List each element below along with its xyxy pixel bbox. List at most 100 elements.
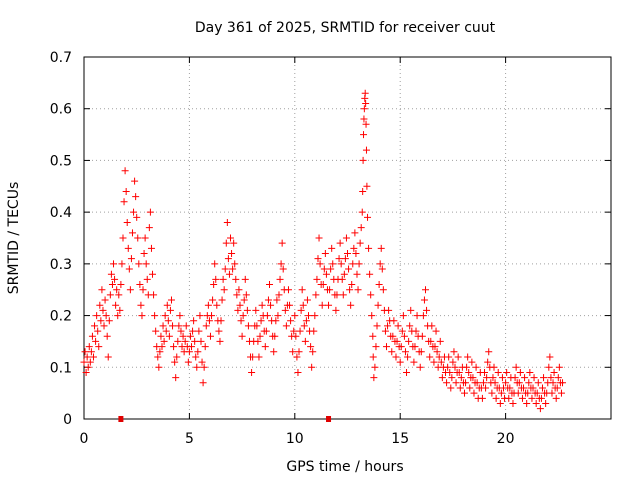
data-point [320, 265, 328, 273]
data-point [549, 379, 557, 387]
data-point [455, 368, 463, 376]
data-point [392, 353, 400, 361]
data-point [200, 363, 208, 371]
data-point [357, 224, 365, 232]
data-point [186, 332, 194, 340]
data-point [481, 368, 489, 376]
grid [84, 57, 611, 419]
data-point [194, 348, 202, 356]
data-point [351, 229, 359, 237]
data-point [262, 327, 270, 335]
data-point [165, 332, 173, 340]
data-point [466, 384, 474, 392]
data-point [227, 234, 235, 242]
data-point [295, 348, 303, 356]
data-point [503, 368, 511, 376]
data-point [240, 296, 248, 304]
data-point [118, 260, 126, 268]
data-point [410, 358, 418, 366]
data-point [84, 363, 92, 371]
data-point [396, 358, 404, 366]
data-point [138, 312, 146, 320]
data-point [484, 358, 492, 366]
data-point [528, 394, 536, 402]
data-point [365, 244, 373, 252]
data-point [182, 322, 190, 330]
data-point [248, 368, 256, 376]
data-point [281, 306, 289, 314]
data-point [287, 317, 295, 325]
y-tick-label: 0.6 [50, 102, 72, 118]
x-tick-label: 0 [80, 431, 89, 447]
data-point [536, 405, 544, 413]
zero-marker [118, 416, 124, 422]
data-point [333, 291, 341, 299]
data-point [443, 379, 451, 387]
data-point [155, 363, 163, 371]
data-point [360, 115, 368, 123]
data-point [512, 363, 520, 371]
data-point [223, 218, 231, 226]
data-point [100, 322, 108, 330]
data-point [170, 343, 178, 351]
data-point [241, 275, 249, 283]
data-point [242, 291, 250, 299]
data-point [329, 260, 337, 268]
y-tick-label: 0.2 [50, 309, 72, 325]
data-point [255, 353, 263, 361]
data-point [502, 379, 510, 387]
data-point [197, 337, 205, 345]
data-point [328, 244, 336, 252]
data-point [101, 296, 109, 304]
data-point [463, 363, 471, 371]
data-point [550, 368, 558, 376]
data-point [249, 353, 257, 361]
data-point [491, 379, 499, 387]
data-point [337, 260, 345, 268]
data-point [158, 343, 166, 351]
data-point [152, 327, 160, 335]
data-point [254, 337, 262, 345]
data-point [373, 322, 381, 330]
data-point [318, 301, 326, 309]
data-point [516, 368, 524, 376]
data-point [86, 358, 94, 366]
data-point [110, 260, 118, 268]
data-point [315, 234, 323, 242]
data-point [92, 337, 100, 345]
data-point [518, 394, 526, 402]
data-point [107, 270, 115, 278]
data-point [540, 374, 548, 382]
data-point [94, 327, 102, 335]
data-point [374, 301, 382, 309]
data-point [349, 260, 357, 268]
data-point [83, 353, 91, 361]
data-point [554, 374, 562, 382]
data-point [274, 312, 282, 320]
data-point [452, 379, 460, 387]
data-point [237, 317, 245, 325]
zero-marker [326, 416, 332, 422]
data-point [354, 286, 362, 294]
data-point [557, 389, 565, 397]
data-point [342, 234, 350, 242]
data-point [243, 306, 251, 314]
data-point [537, 394, 545, 402]
data-point [445, 353, 453, 361]
y-tick-label: 0.3 [50, 257, 72, 273]
data-point [112, 301, 120, 309]
data-point [430, 358, 438, 366]
data-point [95, 343, 103, 351]
data-point [399, 312, 407, 320]
data-point [473, 379, 481, 387]
data-point [142, 260, 150, 268]
data-point [457, 374, 465, 382]
data-point [192, 353, 200, 361]
data-point [134, 234, 142, 242]
data-point [355, 260, 363, 268]
data-point [325, 301, 333, 309]
data-point [360, 131, 368, 139]
data-point [234, 306, 242, 314]
data-point [289, 348, 297, 356]
